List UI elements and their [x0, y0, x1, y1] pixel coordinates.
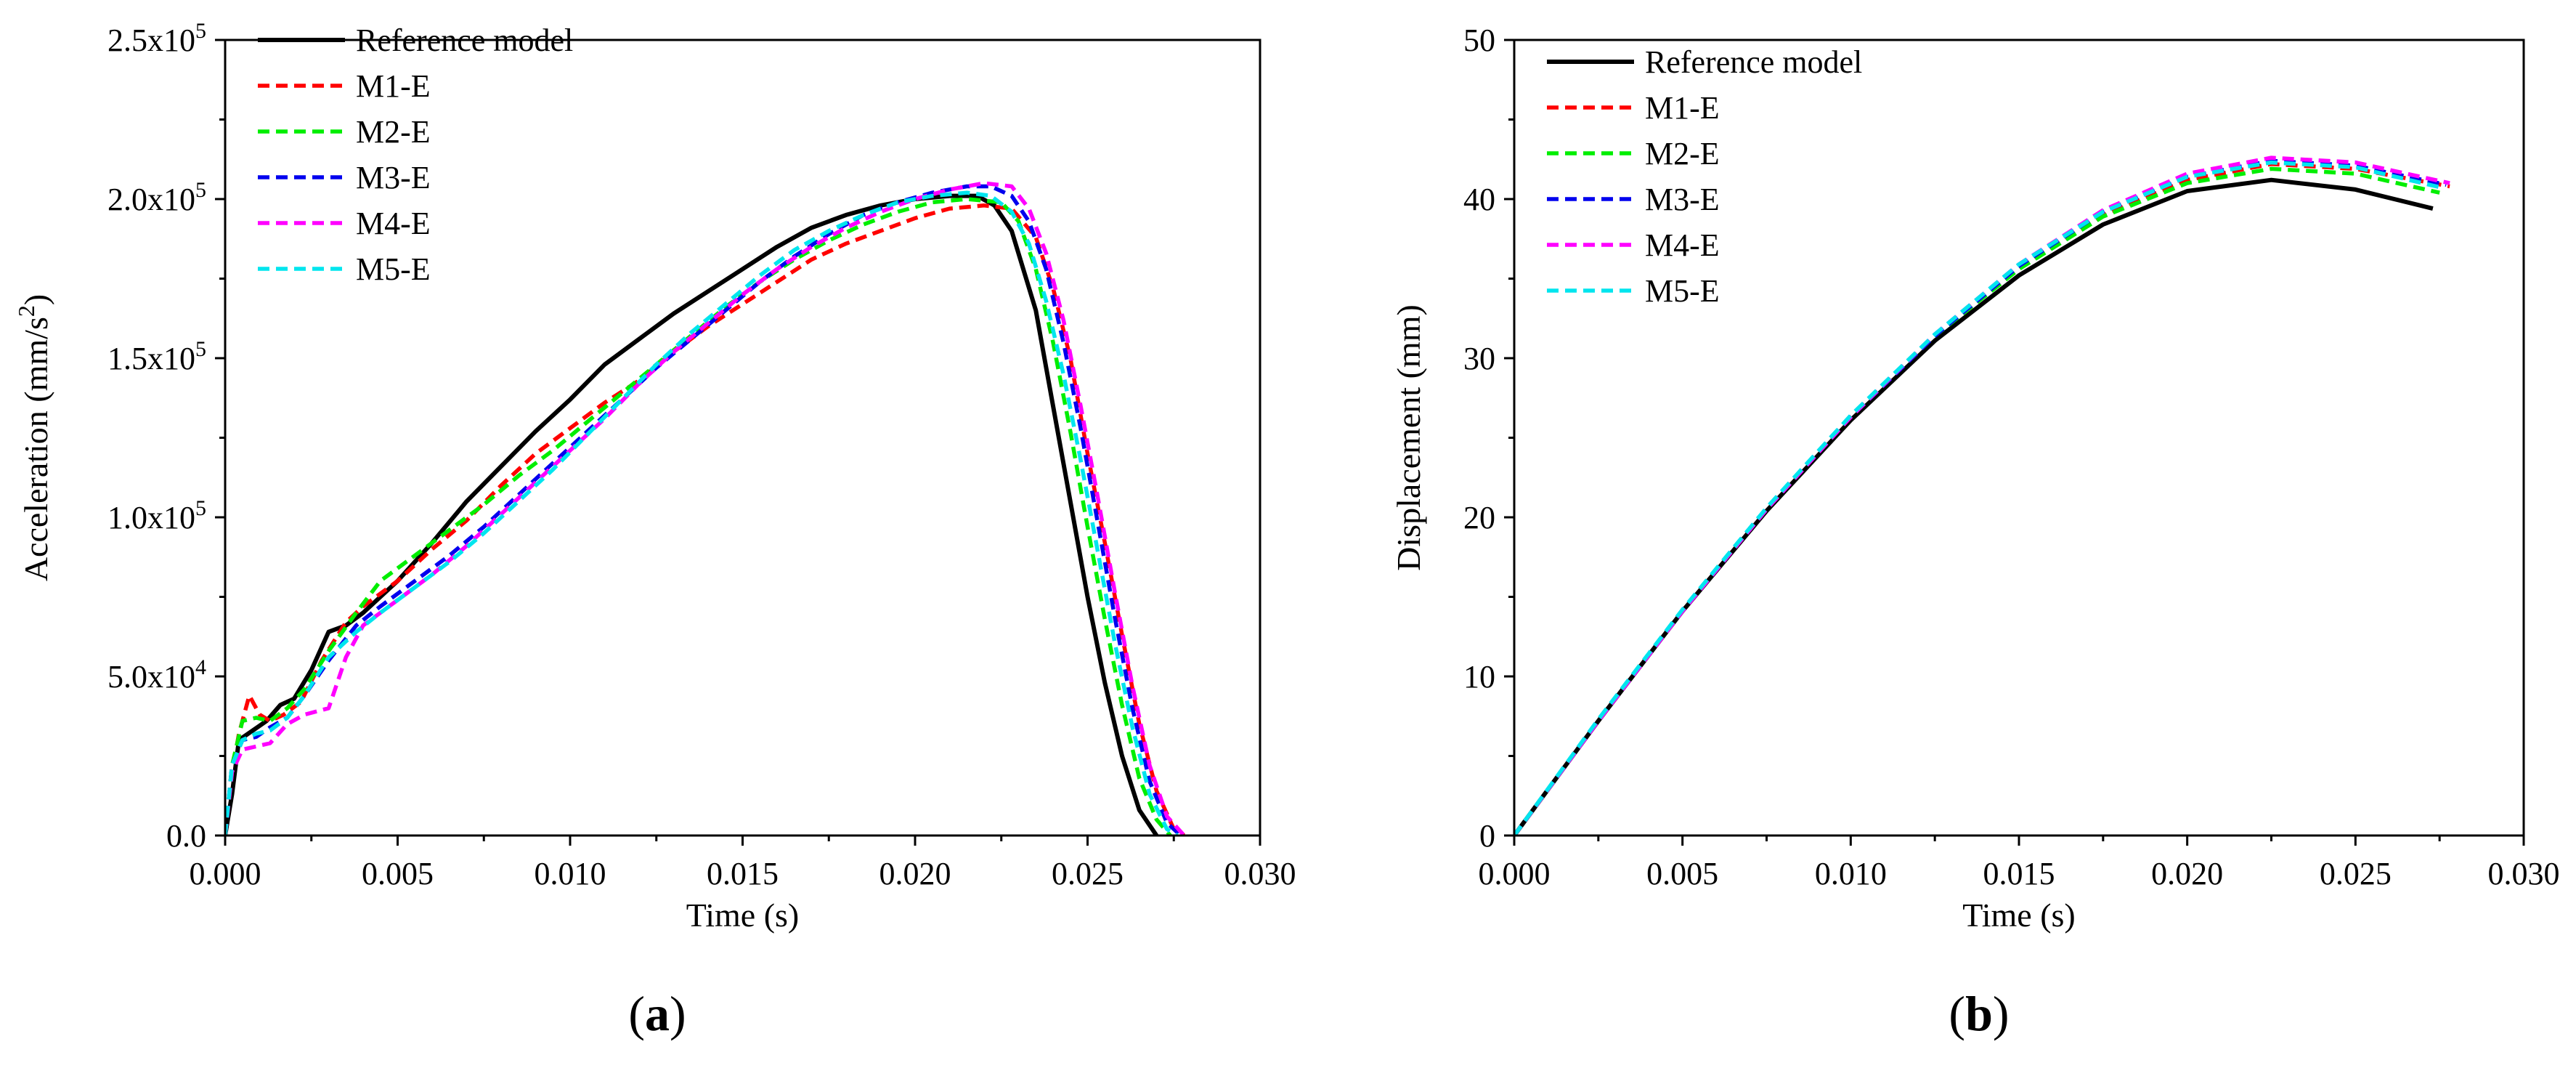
legend-item: M2-E	[258, 114, 431, 150]
legend-item: M3-E	[258, 160, 431, 195]
y-tick-label: 30	[1463, 341, 1495, 376]
legend-label: M4-E	[1645, 227, 1720, 263]
legend: Reference model M1-E M2-E M3-E M4-E M5-E	[258, 23, 573, 287]
y-tick-label: 20	[1463, 500, 1495, 535]
legend-item: M4-E	[1547, 227, 1720, 263]
legend-label: Reference model	[1645, 44, 1862, 80]
x-tick-label: 0.015	[707, 856, 779, 891]
x-tick-label: 0.030	[1224, 856, 1296, 891]
legend-item: M4-E	[258, 206, 431, 241]
y-tick-label: 40	[1463, 182, 1495, 217]
legend-item: Reference model	[1547, 44, 1862, 80]
x-axis-label: Time (s)	[1962, 897, 2076, 934]
y-tick-label: 5.0x104	[107, 655, 206, 695]
y-tick-label: 10	[1463, 659, 1495, 695]
legend-item: M5-E	[258, 251, 431, 287]
y-tick-label: 0	[1479, 818, 1495, 854]
x-tick-label: 0.010	[535, 856, 606, 891]
y-tick-label: 2.0x105	[107, 178, 206, 217]
legend-item: M1-E	[258, 68, 431, 104]
legend: Reference model M1-E M2-E M3-E M4-E M5-E	[1547, 44, 1862, 309]
legend-label: M4-E	[356, 206, 431, 241]
series-group	[1514, 155, 2450, 836]
series-line-m2-e	[225, 197, 1172, 836]
x-tick-label: 0.020	[879, 856, 951, 891]
legend-label: M5-E	[356, 251, 431, 287]
legend-item: M3-E	[1547, 182, 1720, 217]
legend-label: M5-E	[1645, 273, 1720, 309]
x-tick-label: 0.000	[1479, 856, 1551, 891]
legend-label: M1-E	[356, 68, 431, 104]
y-tick-label: 1.5x105	[107, 337, 206, 376]
legend-item: M1-E	[1547, 90, 1720, 126]
legend-label: Reference model	[356, 23, 573, 58]
x-tick-label: 0.000	[190, 856, 261, 891]
chart-panel-a: 0.000 0.005 0.010 0.015 0.020 0.025 0.030 0.0 5.…	[13, 19, 1296, 1041]
series-line-m5-e	[1514, 160, 2444, 836]
chart-panel-b: 0.000 0.005 0.010 0.015 0.020 0.025 0.030 0 10 20…	[1390, 23, 2560, 1041]
legend-label: M1-E	[1645, 90, 1720, 126]
x-tick-label: 0.010	[1815, 856, 1887, 891]
x-axis-label: Time (s)	[686, 897, 800, 934]
series-group	[225, 181, 1186, 836]
y-axis-label: Displacement (mm)	[1390, 304, 1427, 571]
series-line-m4-e	[225, 181, 1186, 836]
legend-item: Reference model	[258, 23, 573, 58]
series-line-m1-e	[1514, 162, 2450, 836]
x-tick-label: 0.030	[2488, 856, 2560, 891]
y-tick-label: 0.0	[166, 818, 206, 854]
series-line-m1-e	[225, 203, 1185, 836]
legend-label: M2-E	[1645, 136, 1720, 171]
y-tick-label: 1.0x105	[107, 496, 206, 535]
legend-label: M3-E	[356, 160, 431, 195]
x-tick-label: 0.005	[1646, 856, 1718, 891]
y-axis-label: Acceleration (mm/s2)	[13, 294, 54, 581]
panel-label: (a)	[628, 986, 686, 1041]
x-tick-label: 0.015	[1983, 856, 2055, 891]
y-tick-label: 2.5x105	[107, 19, 206, 58]
y-tick-label: 50	[1463, 23, 1495, 58]
panel-label: (b)	[1949, 986, 2009, 1041]
legend-item: M2-E	[1547, 136, 1720, 171]
legend-label: M3-E	[1645, 182, 1720, 217]
series-line-m2-e	[1514, 166, 2440, 836]
x-tick-label: 0.025	[1052, 856, 1124, 891]
legend-label: M2-E	[356, 114, 431, 150]
legend-item: M5-E	[1547, 273, 1720, 309]
x-tick-label: 0.005	[362, 856, 434, 891]
series-line-reference-model	[225, 193, 1158, 836]
series-line-m5-e	[225, 190, 1179, 836]
x-tick-label: 0.025	[2320, 856, 2392, 891]
x-tick-label: 0.020	[2151, 856, 2223, 891]
